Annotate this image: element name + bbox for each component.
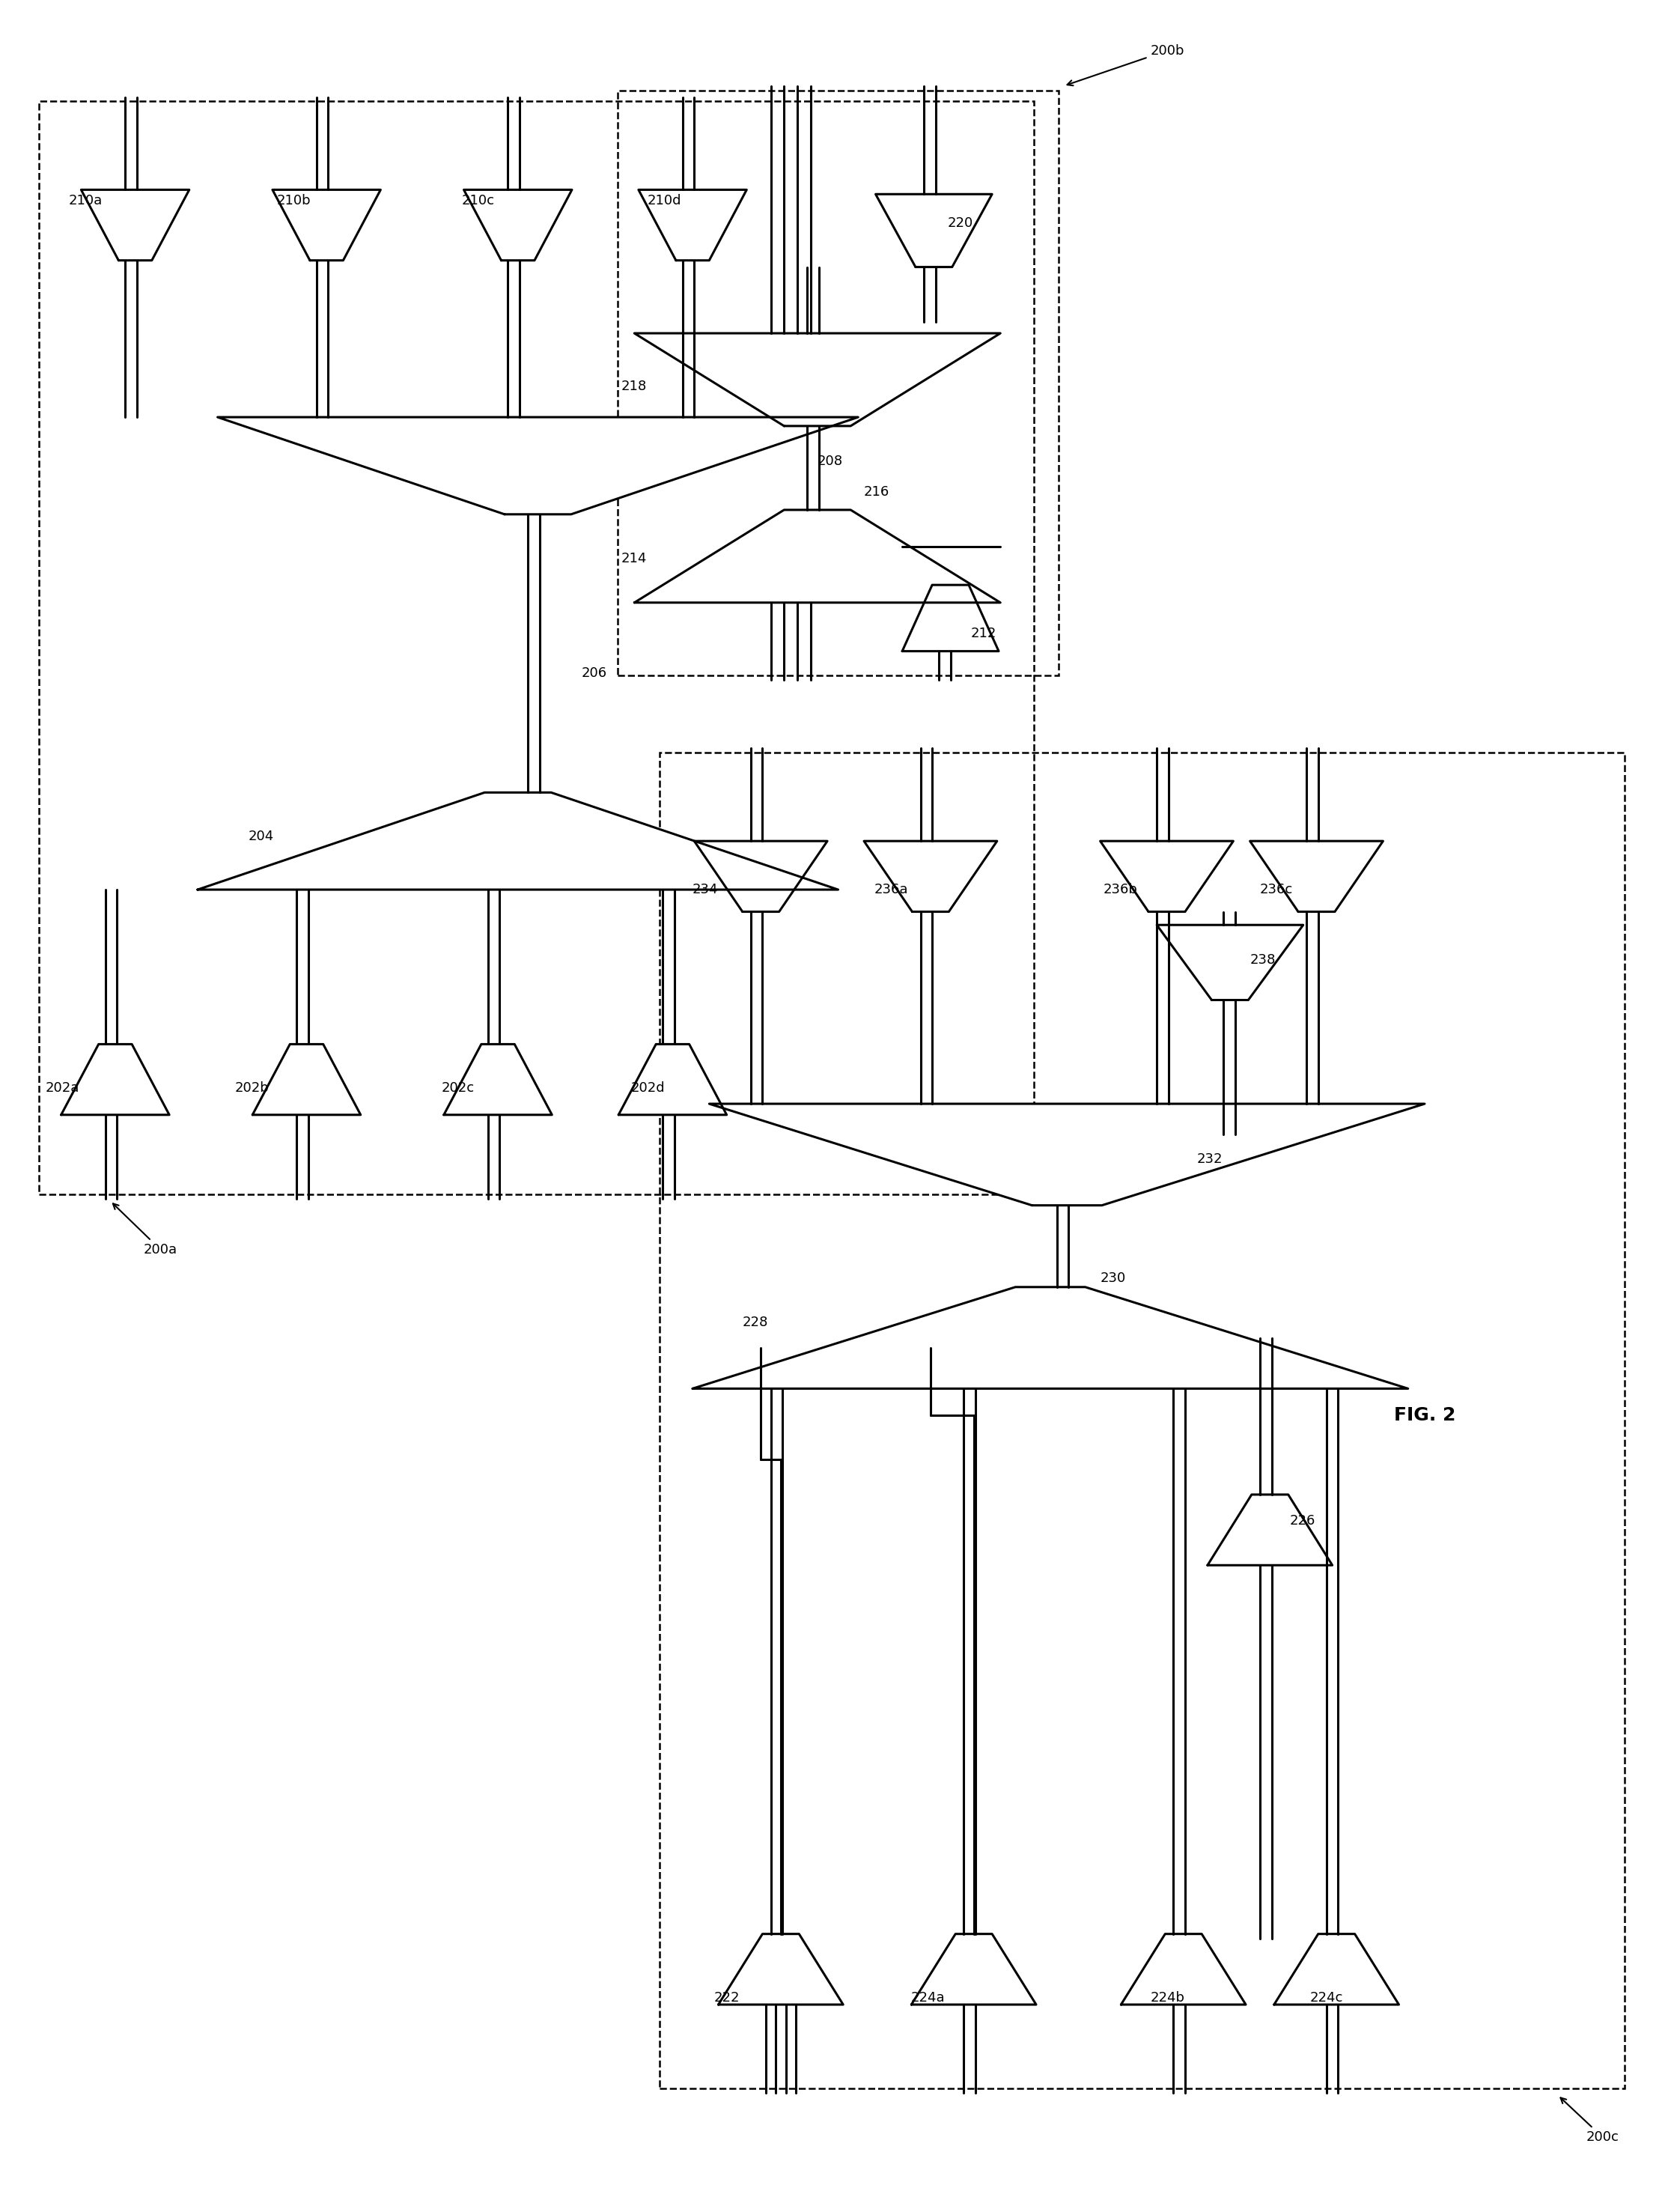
Text: 236c: 236c: [1259, 883, 1293, 896]
Polygon shape: [217, 418, 857, 515]
Polygon shape: [619, 1044, 727, 1115]
Polygon shape: [1208, 1495, 1333, 1566]
Polygon shape: [444, 1044, 552, 1115]
Polygon shape: [902, 584, 999, 650]
Text: 200c: 200c: [1561, 2097, 1620, 2143]
Text: 200a: 200a: [113, 1203, 177, 1256]
Polygon shape: [1274, 1933, 1399, 2004]
Polygon shape: [1121, 1933, 1246, 2004]
Text: 224a: 224a: [911, 1991, 944, 2004]
Polygon shape: [464, 190, 572, 261]
Text: 210b: 210b: [277, 195, 310, 208]
Text: 230: 230: [1101, 1272, 1126, 1285]
Text: 220: 220: [947, 217, 972, 230]
Polygon shape: [709, 1104, 1424, 1206]
Text: 202d: 202d: [631, 1082, 666, 1095]
Text: 202b: 202b: [235, 1082, 269, 1095]
Text: 224c: 224c: [1309, 1991, 1343, 2004]
Text: 200b: 200b: [1068, 44, 1184, 86]
Polygon shape: [864, 841, 997, 911]
Polygon shape: [1101, 841, 1233, 911]
Text: 228: 228: [742, 1316, 769, 1329]
Polygon shape: [634, 511, 1001, 602]
Bar: [38, 102, 1034, 1194]
Text: 218: 218: [620, 380, 647, 394]
Text: 210a: 210a: [68, 195, 102, 208]
Text: 202c: 202c: [442, 1082, 474, 1095]
Text: 224b: 224b: [1151, 1991, 1184, 2004]
Polygon shape: [62, 1044, 168, 1115]
Polygon shape: [692, 1287, 1408, 1389]
Text: 210d: 210d: [647, 195, 682, 208]
Text: 234: 234: [692, 883, 719, 896]
Polygon shape: [197, 792, 837, 889]
Bar: [617, 91, 1059, 675]
Polygon shape: [911, 1933, 1036, 2004]
Text: 236b: 236b: [1104, 883, 1138, 896]
Text: 210c: 210c: [462, 195, 494, 208]
Text: 222: 222: [714, 1991, 741, 2004]
Text: 216: 216: [864, 484, 889, 500]
Polygon shape: [639, 190, 747, 261]
Polygon shape: [1249, 841, 1383, 911]
Polygon shape: [82, 190, 188, 261]
Text: 232: 232: [1196, 1152, 1223, 1166]
Polygon shape: [1158, 925, 1303, 1000]
Polygon shape: [719, 1933, 842, 2004]
Text: 212: 212: [971, 626, 996, 639]
Text: 226: 226: [1289, 1515, 1316, 1528]
Polygon shape: [634, 334, 1001, 427]
Text: 236a: 236a: [874, 883, 907, 896]
Text: 202a: 202a: [45, 1082, 80, 1095]
Polygon shape: [694, 841, 827, 911]
Text: 208: 208: [817, 456, 842, 469]
Text: 204: 204: [249, 830, 274, 843]
Polygon shape: [876, 195, 992, 268]
Text: 214: 214: [620, 551, 647, 566]
Text: 238: 238: [1249, 953, 1276, 967]
Polygon shape: [252, 1044, 360, 1115]
Polygon shape: [272, 190, 380, 261]
Text: FIG. 2: FIG. 2: [1394, 1407, 1456, 1425]
Text: 206: 206: [580, 666, 607, 679]
Bar: [659, 752, 1625, 2088]
